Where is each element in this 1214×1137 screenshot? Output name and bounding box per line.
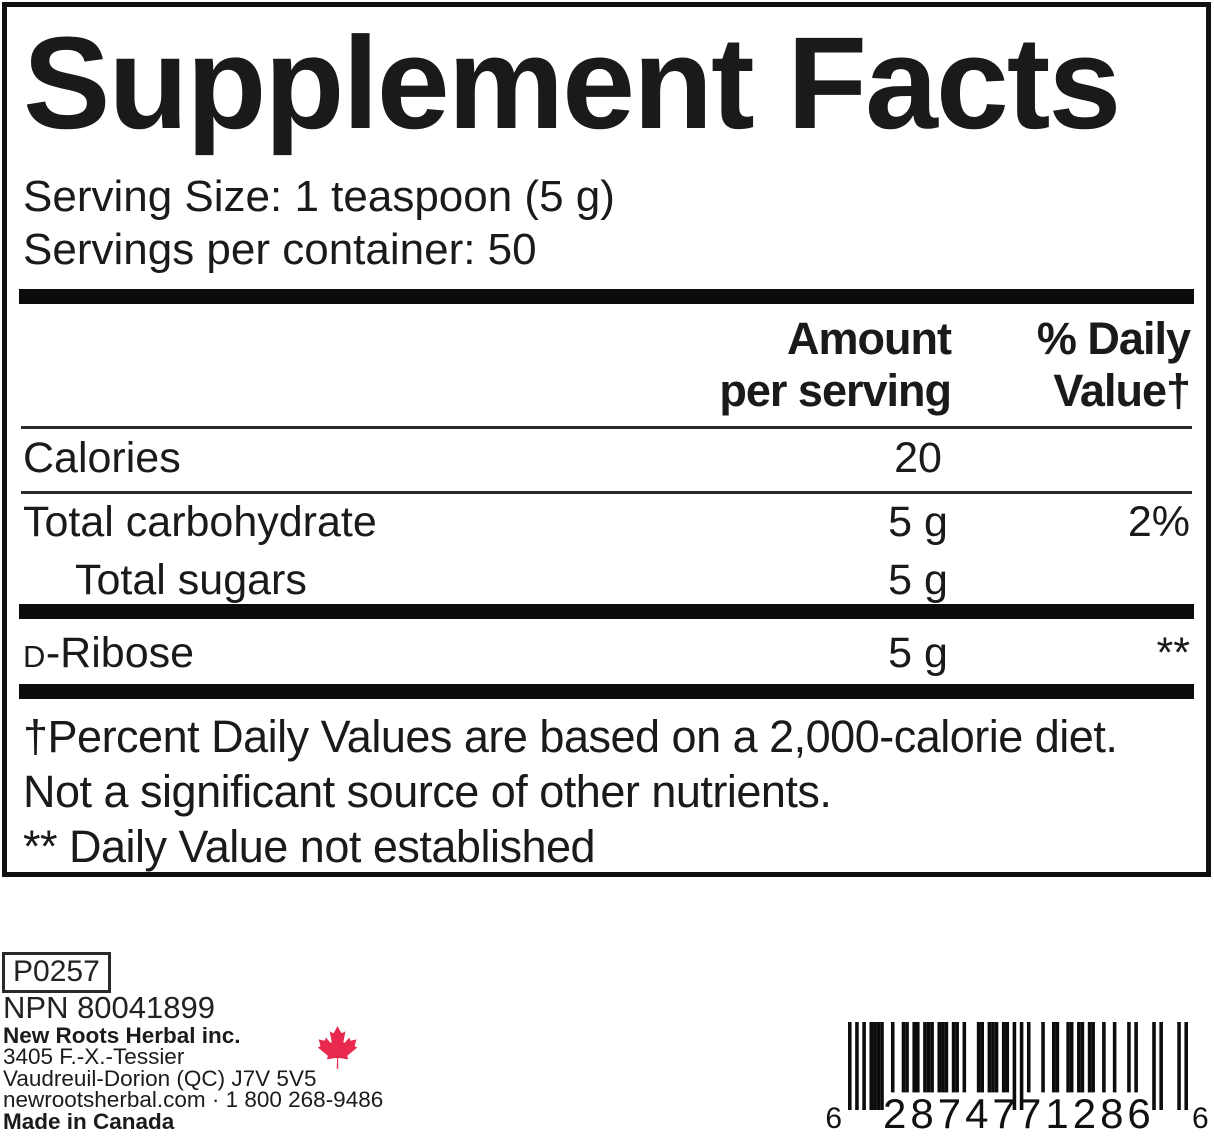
barcode-bars <box>848 1022 1188 1110</box>
nutrient-amount: 5 g <box>888 629 948 677</box>
servings-per-container: Servings per container: 50 <box>23 225 537 274</box>
maple-leaf-shape <box>317 1026 358 1069</box>
nutrient-amount: 5 g <box>888 556 948 604</box>
company-contact: newrootsherbal.com · 1 800 268-9486 <box>3 1087 384 1113</box>
column-header-daily-value: % Daily Value† <box>1036 313 1191 416</box>
barcode-digits-right: 71286 <box>1018 1090 1155 1137</box>
table-row-total-carbohydrate: Total carbohydrate 5 g 2% <box>23 494 1190 552</box>
supplement-facts-panel: Supplement Facts Serving Size: 1 teaspoo… <box>2 2 1211 877</box>
footnote-daily-values: †Percent Daily Values are based on a 2,0… <box>23 711 1118 762</box>
maple-leaf-icon <box>317 1026 358 1069</box>
npn-number: NPN 80041899 <box>3 990 215 1025</box>
company-name: New Roots Herbal inc. <box>3 1023 241 1048</box>
table-row-calories: Calories 20 <box>23 429 1190 491</box>
table-row-total-sugars: Total sugars 5 g <box>23 552 1190 604</box>
row-rule <box>21 491 1192 494</box>
nutrient-name: Total carbohydrate <box>23 498 377 546</box>
footnotes: †Percent Daily Values are based on a 2,0… <box>23 709 1190 874</box>
footnote-dv-not-established: ** Daily Value not established <box>23 821 596 872</box>
nutrient-name: Calories <box>23 434 181 482</box>
column-header-amount: Amount per serving <box>719 313 952 416</box>
upc-barcode: 6 28747 71286 6 <box>825 1022 1209 1137</box>
made-in-canada: Made in Canada <box>3 1108 175 1134</box>
nutrient-dv: ** <box>1156 629 1190 677</box>
divider-bar-middle <box>19 604 1194 619</box>
serving-info: Serving Size: 1 teaspoon (5 g) Servings … <box>23 170 1190 276</box>
company-info: New Roots Herbal inc. 3405 F.-X.-Tessier… <box>3 1023 384 1134</box>
nutrient-dv: 2% <box>1127 498 1190 546</box>
divider-bar-bottom <box>19 684 1194 699</box>
nutrient-name: D-Ribose <box>23 629 195 677</box>
barcode-digits-left: 28747 <box>883 1090 1020 1137</box>
barcode-digit-last: 6 <box>1192 1102 1209 1135</box>
company-address-line2: Vaudreuil-Dorion (QC) J7V 5V5 <box>3 1065 317 1091</box>
divider-bar-top <box>19 289 1194 304</box>
company-address-line1: 3405 F.-X.-Tessier <box>3 1044 185 1070</box>
panel-title: Supplement Facts <box>23 9 1121 156</box>
table-row-d-ribose: D-Ribose 5 g ** <box>23 619 1190 684</box>
table-header: Amount per serving % Daily Value† <box>23 304 1191 426</box>
footnote-other-nutrients: Not a significant source of other nutrie… <box>23 766 832 817</box>
nutrient-name: Total sugars <box>75 556 307 604</box>
header-rule <box>21 426 1192 429</box>
nutrient-amount: 5 g <box>888 498 948 546</box>
barcode-digit-first: 6 <box>825 1102 842 1135</box>
product-code-badge: P0257 <box>2 952 111 993</box>
nutrient-amount: 20 <box>894 434 942 482</box>
serving-size: Serving Size: 1 teaspoon (5 g) <box>23 172 615 221</box>
